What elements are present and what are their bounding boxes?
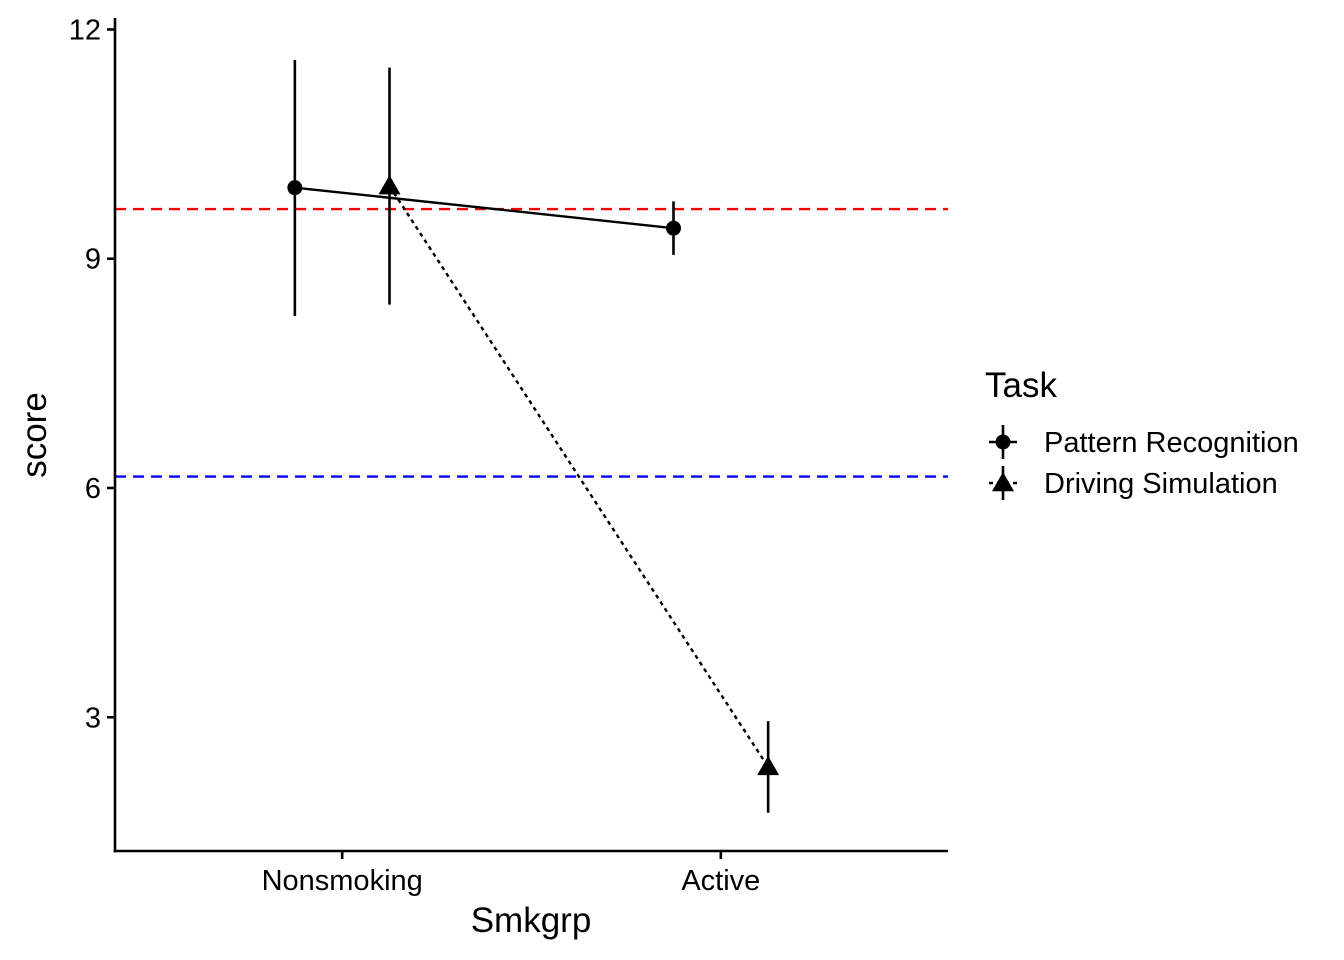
legend-label: Driving Simulation bbox=[1044, 468, 1278, 500]
data-point bbox=[757, 755, 780, 776]
series-driving-simulation bbox=[378, 67, 780, 813]
legend-items: Pattern Recognition Driving Simulation bbox=[989, 425, 1299, 500]
x-tick-label: Nonsmoking bbox=[262, 865, 423, 897]
y-tick-label: 12 bbox=[69, 14, 101, 46]
legend-label: Pattern Recognition bbox=[1044, 427, 1299, 459]
reference-lines bbox=[115, 207, 948, 478]
y-tick-label: 3 bbox=[85, 702, 101, 734]
y-axis-ticks: 3 6 9 12 bbox=[69, 14, 115, 734]
legend-item: Pattern Recognition bbox=[989, 425, 1299, 459]
series-pattern-recognition bbox=[287, 60, 681, 317]
x-tick-label: Active bbox=[681, 865, 760, 897]
series-line bbox=[294, 186, 674, 230]
y-axis-title: score bbox=[15, 392, 54, 478]
y-tick-label: 6 bbox=[85, 473, 101, 505]
data-point bbox=[378, 175, 401, 195]
series-layer bbox=[287, 60, 780, 813]
x-axis-ticks: Nonsmoking Active bbox=[262, 851, 760, 897]
legend-key-marker bbox=[992, 472, 1014, 492]
legend: Task Pattern Recognition Driving Simulati… bbox=[985, 366, 1299, 500]
series-line bbox=[388, 185, 770, 768]
y-tick-label: 9 bbox=[85, 244, 101, 276]
legend-title: Task bbox=[985, 366, 1057, 405]
legend-key-marker bbox=[995, 434, 1011, 450]
x-axis-title: Smkgrp bbox=[471, 901, 592, 940]
data-point bbox=[665, 220, 681, 236]
legend-item: Driving Simulation bbox=[989, 466, 1278, 500]
data-point bbox=[287, 180, 303, 196]
